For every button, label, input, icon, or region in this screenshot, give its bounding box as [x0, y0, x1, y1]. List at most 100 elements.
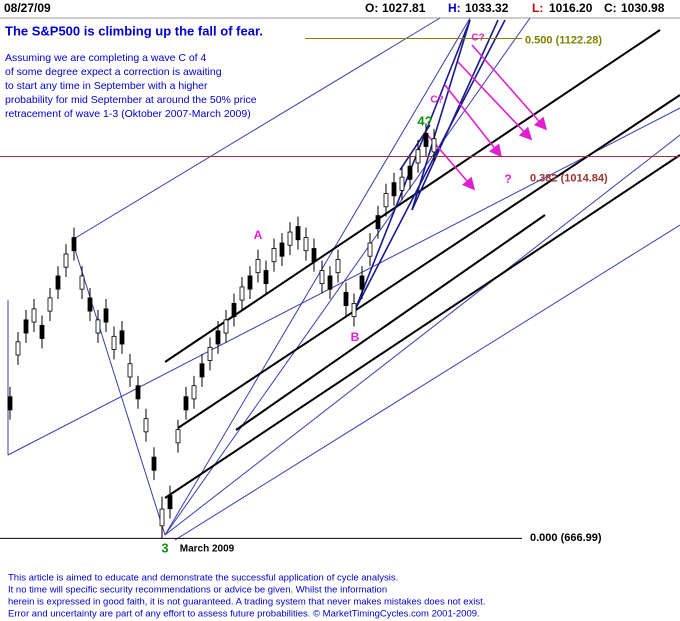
price-body [103, 308, 109, 323]
price-body [175, 429, 181, 444]
annotation: B [351, 330, 360, 344]
price-body [295, 226, 301, 241]
price-body [151, 456, 157, 471]
ohlc-label: H: [448, 1, 461, 15]
annotation: C? [430, 95, 443, 106]
channel-line [235, 214, 546, 431]
price-body [47, 297, 53, 312]
price-body [215, 330, 221, 345]
disclaimer: This article is aimed to educate and dem… [8, 573, 485, 620]
ohlc-label: C: [604, 1, 617, 15]
price-body [31, 308, 37, 323]
note-line: to start any time in September with a hi… [5, 80, 208, 92]
wave-line [354, 19, 471, 311]
price-body [119, 330, 125, 345]
price-body [279, 242, 285, 257]
price-body [287, 231, 293, 246]
annotation: C? [471, 33, 484, 44]
channel-line [177, 94, 680, 429]
price-body [143, 418, 149, 433]
footer-line: This article is aimed to educate and dem… [8, 573, 398, 584]
trend-line [71, 239, 166, 536]
price-body [359, 275, 365, 290]
wave-line [411, 19, 471, 211]
footer-line: herein is expressed in good faith, it is… [8, 597, 485, 608]
ohlc-value: 1027.81 [382, 1, 426, 15]
price-body [127, 363, 133, 378]
price-body [327, 275, 333, 290]
note-line: of some degree expect a correction is aw… [5, 66, 222, 78]
price-body [79, 275, 85, 290]
wave-line [354, 19, 506, 311]
trend-line [164, 17, 471, 536]
price-body [383, 193, 389, 208]
price-body [199, 363, 205, 378]
price-body [111, 335, 117, 350]
ohlc-value: 1030.98 [621, 1, 665, 15]
price-body [311, 248, 317, 263]
plot: 0.500 (1122.28) 0.382 (1014.84) 0.000 (666… [0, 33, 680, 555]
chart-date: 08/27/09 [4, 1, 51, 15]
price-body [343, 292, 349, 307]
trend-line [164, 17, 531, 536]
price-body [263, 270, 269, 285]
price-body [23, 319, 29, 334]
trend-line [71, 17, 441, 241]
price-body [367, 242, 373, 257]
projection-arrow [471, 44, 548, 131]
annotation: March 2009 [180, 544, 235, 555]
price-body [167, 495, 173, 510]
channel-line [164, 29, 661, 363]
price-body [55, 275, 61, 290]
ohlc-label: O: [365, 1, 378, 15]
annotation: 3 [161, 540, 168, 555]
price-body [71, 237, 77, 252]
annotation: ? [504, 172, 511, 186]
price-body [375, 215, 381, 230]
price-body [135, 385, 141, 400]
wave-line [411, 19, 499, 211]
footer-line: It no time will specific security recomm… [8, 585, 387, 596]
price-body [7, 396, 13, 411]
ohlc-value: 1016.20 [549, 1, 593, 15]
price-body [255, 259, 261, 274]
note-line: retracement of wave 1-3 (Oktober 2007-Ma… [5, 108, 251, 120]
price-body [231, 303, 237, 317]
ohlc-readout: O: 1027.81 H: 1033.32 L: 1016.20 C: 1030.98 [365, 1, 665, 15]
price-body [191, 385, 197, 400]
footer-line: Error and uncertainty are part of any ef… [8, 609, 480, 620]
price-body [87, 297, 93, 312]
price-body [63, 253, 69, 268]
level-label: 0.382 (1014.84) [530, 172, 608, 184]
annotation: A [254, 228, 263, 242]
price-body [159, 508, 165, 527]
projection-arrow [444, 84, 502, 158]
price-body [223, 319, 229, 334]
note: Assuming we are completing a wave C of 4… [5, 52, 257, 120]
level-label: 0.000 (666.99) [530, 532, 602, 544]
price-body [15, 341, 21, 356]
price-body [351, 303, 357, 317]
price-body [431, 138, 437, 153]
price-body [239, 286, 245, 301]
price-body [183, 396, 189, 411]
price-body [391, 182, 397, 197]
trend-line [174, 224, 680, 541]
note-line: Assuming we are completing a wave C of 4 [5, 52, 207, 64]
title: The S&P500 is climbing up the fall of fe… [5, 23, 263, 38]
title-box [0, 19, 305, 45]
price-body [303, 237, 309, 252]
price-body [335, 259, 341, 274]
trend-line [164, 134, 680, 536]
price-body [399, 176, 405, 191]
price-body [95, 319, 101, 334]
level-label: 0.500 (1122.28) [525, 34, 602, 46]
ohlc-value: 1033.32 [465, 1, 509, 15]
price-body [207, 346, 213, 361]
price-body [415, 149, 421, 164]
price-body [407, 165, 413, 180]
price-body [423, 132, 429, 147]
projection-arrow [457, 61, 533, 141]
price-body [247, 275, 253, 290]
